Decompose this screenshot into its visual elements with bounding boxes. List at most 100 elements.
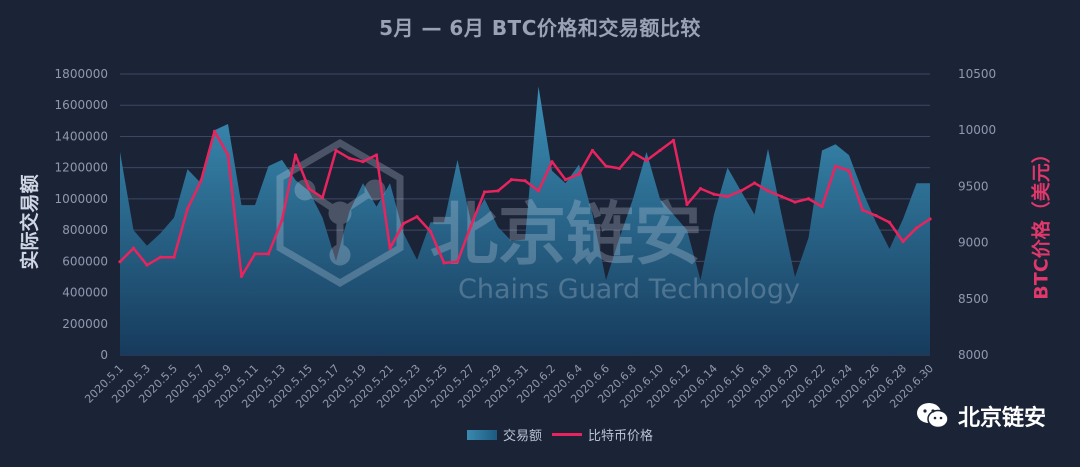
price-point bbox=[901, 239, 905, 244]
y-right-tick-label: 10500 bbox=[958, 67, 996, 81]
legend-item-volume[interactable]: 交易额 bbox=[466, 425, 542, 444]
y-left-tick-label: 1000000 bbox=[55, 192, 108, 206]
y-left-tick-label: 400000 bbox=[62, 286, 108, 300]
y-axis-label-left: 实际交易额 bbox=[18, 174, 41, 270]
price-point bbox=[361, 160, 365, 164]
price-point bbox=[293, 153, 298, 157]
price-point bbox=[172, 255, 176, 259]
price-point bbox=[307, 187, 311, 191]
price-point bbox=[563, 178, 568, 182]
price-point bbox=[644, 158, 649, 163]
price-point bbox=[388, 246, 392, 250]
price-point bbox=[820, 205, 824, 209]
price-point bbox=[698, 187, 703, 191]
price-point bbox=[131, 246, 136, 250]
price-point bbox=[671, 138, 676, 142]
y-left-tick-label: 0 bbox=[100, 348, 108, 362]
price-point bbox=[374, 153, 379, 157]
brand-name: 北京链安 bbox=[957, 406, 1046, 431]
y-left-tick-label: 1200000 bbox=[55, 161, 108, 175]
price-point bbox=[779, 194, 784, 199]
y-right-tick-label: 9000 bbox=[958, 236, 989, 250]
price-point bbox=[212, 129, 217, 133]
y-left-tick-label: 800000 bbox=[62, 223, 108, 237]
left-axis-ticks: 0 200000 400000 600000 800000 1000000 1200000 1… bbox=[55, 67, 108, 362]
price-point bbox=[523, 179, 527, 183]
area-series-volume bbox=[120, 86, 930, 355]
price-point bbox=[712, 192, 716, 196]
x-axis-ticks: 2020.5.12020.5.32020.5.52020.5.72020.5.9… bbox=[82, 362, 936, 411]
area-series-layer bbox=[120, 86, 930, 355]
price-point bbox=[280, 218, 284, 222]
price-point bbox=[253, 252, 257, 256]
price-point bbox=[145, 263, 149, 267]
y-left-tick-label: 1800000 bbox=[55, 67, 108, 81]
price-point bbox=[536, 189, 541, 193]
brand-badge: 北京链安 bbox=[916, 400, 1046, 432]
price-point bbox=[739, 189, 743, 193]
y-right-tick-label: 10000 bbox=[958, 123, 996, 137]
price-point bbox=[860, 208, 865, 212]
price-point bbox=[577, 172, 581, 176]
price-point bbox=[685, 202, 689, 206]
y-axis-label-right: BTC价格（美元） bbox=[1030, 144, 1053, 300]
price-point bbox=[455, 260, 460, 264]
price-point bbox=[482, 190, 487, 194]
y-right-tick-label: 9500 bbox=[958, 179, 989, 193]
legend-item-price[interactable]: 比特币价格 bbox=[552, 425, 653, 444]
price-point bbox=[604, 164, 608, 168]
price-point bbox=[199, 179, 203, 183]
price-point bbox=[226, 153, 230, 157]
price-point bbox=[590, 148, 595, 153]
price-point bbox=[550, 160, 554, 164]
legend: 交易额 比特币价格 bbox=[0, 425, 1080, 444]
watermark-cn: 北京链安 bbox=[430, 196, 702, 275]
legend-swatch-line bbox=[552, 433, 582, 436]
y-left-tick-label: 1600000 bbox=[55, 98, 108, 112]
price-point bbox=[239, 274, 244, 278]
price-point bbox=[793, 200, 797, 204]
price-point bbox=[806, 197, 811, 201]
line-series-layer bbox=[118, 129, 932, 278]
price-point bbox=[617, 166, 622, 171]
price-point bbox=[266, 252, 271, 256]
y-right-tick-label: 8500 bbox=[958, 292, 989, 306]
y-left-tick-label: 1400000 bbox=[55, 129, 108, 143]
price-point bbox=[415, 215, 419, 219]
price-point bbox=[469, 224, 473, 228]
price-point bbox=[428, 229, 433, 233]
price-point bbox=[185, 207, 190, 211]
price-point bbox=[914, 226, 919, 230]
y-left-tick-label: 200000 bbox=[62, 317, 108, 331]
price-point bbox=[766, 189, 770, 193]
price-point bbox=[887, 220, 892, 224]
price-point bbox=[833, 164, 838, 168]
legend-swatch-area bbox=[466, 429, 497, 440]
wechat-icon bbox=[916, 403, 949, 429]
price-point bbox=[847, 169, 851, 173]
price-point bbox=[118, 260, 122, 264]
price-point bbox=[658, 148, 662, 153]
price-point bbox=[320, 196, 325, 200]
price-point bbox=[401, 221, 406, 226]
price-point bbox=[158, 255, 163, 259]
y-right-tick-label: 8000 bbox=[958, 348, 989, 362]
price-point bbox=[631, 151, 635, 155]
chart-title: 5月 — 6月 BTC价格和交易额比较 bbox=[379, 16, 701, 40]
price-point bbox=[347, 156, 352, 160]
watermark-en: Chains Guard Technology bbox=[458, 274, 800, 305]
legend-label-volume: 交易额 bbox=[502, 429, 542, 444]
price-point bbox=[496, 189, 500, 193]
price-point bbox=[334, 148, 338, 153]
price-point bbox=[928, 217, 932, 221]
price-point bbox=[509, 178, 514, 182]
price-point bbox=[442, 261, 446, 265]
legend-label-price: 比特币价格 bbox=[588, 429, 654, 444]
right-axis-ticks: 8000 8500 9000 9500 10000 10500 bbox=[958, 67, 996, 362]
price-point bbox=[752, 181, 757, 185]
price-point bbox=[725, 194, 730, 199]
y-left-tick-label: 600000 bbox=[62, 254, 108, 268]
price-point bbox=[874, 214, 878, 218]
